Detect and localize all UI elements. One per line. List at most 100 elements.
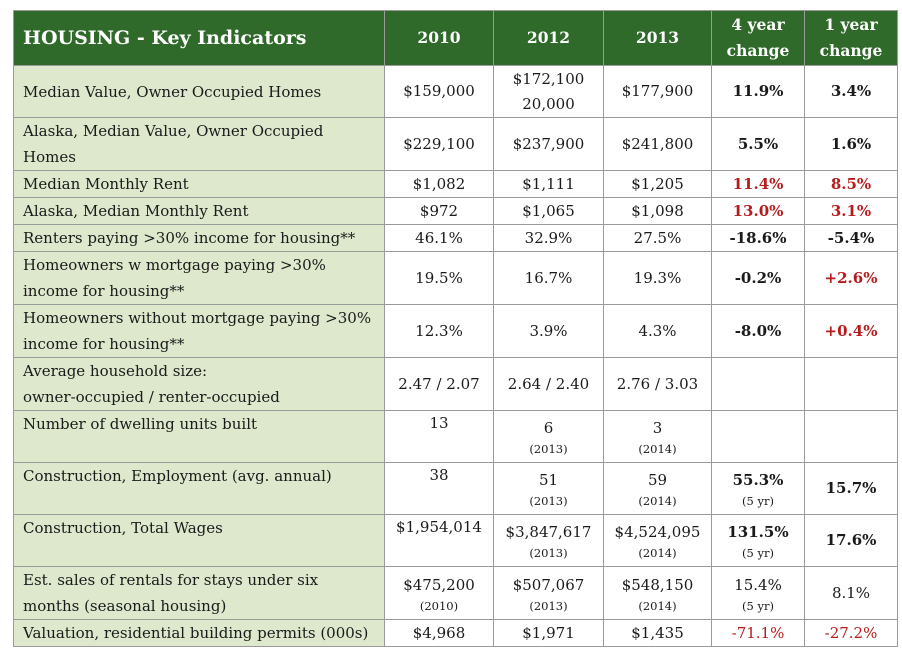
table-row: Est. sales of rentals for stays under si… [13, 566, 898, 620]
change-1yr: 17.6% [804, 514, 898, 567]
change-4yr-period: (5 yr) [742, 598, 774, 613]
value-2012: 6 (2013) [493, 410, 604, 463]
change-1yr: 15.7% [804, 462, 898, 515]
change-1yr: -27.2% [804, 619, 898, 647]
header-2013: 2013 [603, 10, 712, 66]
value-2013-year: (2014) [638, 442, 677, 456]
value-2010: 12.3% [384, 304, 494, 358]
change-1yr: 8.5% [804, 170, 898, 198]
housing-key-indicators-table: HOUSING - Key Indicators 2010 2012 2013 … [13, 10, 898, 647]
row-label-line1: Average household size: [23, 362, 208, 380]
value-2012-line2: 20,000 [522, 94, 575, 113]
value-2013-main: 3 [652, 419, 663, 437]
value-2013: $1,435 [603, 619, 712, 647]
change-1yr [804, 410, 898, 463]
value-2010: $229,100 [384, 117, 494, 171]
row-label: Homeowners w mortgage paying >30% income… [13, 251, 385, 305]
value-2010: 13 [384, 410, 494, 463]
value-2013: $4,524,095 (2014) [603, 514, 712, 567]
table-row: Median Monthly Rent $1,082 $1,111 $1,205… [13, 170, 898, 198]
table-row: Number of dwelling units built 13 6 (201… [13, 410, 898, 463]
change-4yr: 13.0% [711, 197, 805, 225]
value-2013: $1,098 [603, 197, 712, 225]
table-row: Alaska, Median Monthly Rent $972 $1,065 … [13, 197, 898, 225]
value-2012-year: (2013) [529, 598, 568, 613]
table-row: Homeowners w mortgage paying >30% income… [13, 251, 898, 305]
value-2013: $1,205 [603, 170, 712, 198]
value-2010: $475,200 (2010) [384, 566, 494, 620]
value-2012: 16.7% [493, 251, 604, 305]
value-2012-year: (2013) [529, 442, 568, 456]
change-4yr: -8.0% [711, 304, 805, 358]
row-label-line2: owner-occupied / renter-occupied [23, 388, 280, 406]
value-2012: $507,067 (2013) [493, 566, 604, 620]
value-2013-main: 59 [647, 471, 668, 489]
header-2012: 2012 [493, 10, 604, 66]
value-2010: 38 [384, 462, 494, 515]
change-4yr: 55.3% (5 yr) [711, 462, 805, 515]
value-2010: $159,000 [384, 65, 494, 118]
table-row: Homeowners without mortgage paying >30% … [13, 304, 898, 358]
change-1yr: -5.4% [804, 224, 898, 252]
value-2010: $1,954,014 [384, 514, 494, 567]
header-1yr-line2: change [819, 41, 883, 60]
header-1yr-line1: 1 year [824, 15, 878, 34]
value-2012: 2.64 / 2.40 [493, 357, 604, 411]
table-row: Average household size: owner-occupied /… [13, 357, 898, 411]
row-label: Renters paying >30% income for housing** [13, 224, 385, 252]
value-2012: 32.9% [493, 224, 604, 252]
value-2013: 59 (2014) [603, 462, 712, 515]
change-4yr: 131.5% (5 yr) [711, 514, 805, 567]
row-label: Median Monthly Rent [13, 170, 385, 198]
change-1yr: 3.4% [804, 65, 898, 118]
value-2010-main: $475,200 [403, 575, 475, 594]
value-2013: $241,800 [603, 117, 712, 171]
change-4yr: 11.4% [711, 170, 805, 198]
change-1yr: 8.1% [804, 566, 898, 620]
header-2010: 2010 [384, 10, 494, 66]
value-2013: 27.5% [603, 224, 712, 252]
header-4yr-line2: change [726, 41, 790, 60]
change-1yr: +0.4% [804, 304, 898, 358]
header-row: HOUSING - Key Indicators 2010 2012 2013 … [13, 10, 898, 66]
table-row: Construction, Total Wages $1,954,014 $3,… [13, 514, 898, 567]
value-2013: $177,900 [603, 65, 712, 118]
value-2013-main: $548,150 [621, 575, 694, 594]
change-4yr-period: (5 yr) [742, 494, 774, 508]
change-1yr: +2.6% [804, 251, 898, 305]
value-2012: $237,900 [493, 117, 604, 171]
value-2012: $1,065 [493, 197, 604, 225]
value-2013: 19.3% [603, 251, 712, 305]
header-1-year-change: 1 year change [804, 10, 898, 66]
change-4yr: 5.5% [711, 117, 805, 171]
value-2013: 4.3% [603, 304, 712, 358]
change-4yr: -71.1% [711, 619, 805, 647]
value-2012-year: (2013) [529, 494, 568, 508]
value-2010: $972 [384, 197, 494, 225]
row-label: Construction, Employment (avg. annual) [13, 462, 385, 515]
value-2012: $1,111 [493, 170, 604, 198]
value-2010-year: (2010) [419, 598, 459, 613]
value-2012-main: 51 [538, 471, 559, 489]
value-2013-year: (2014) [638, 494, 677, 508]
row-label: Valuation, residential building permits … [13, 619, 385, 647]
row-label: Construction, Total Wages [13, 514, 385, 567]
value-2013: 2.76 / 3.03 [603, 357, 712, 411]
housing-table-container: HOUSING - Key Indicators 2010 2012 2013 … [13, 10, 898, 647]
value-2012: $172,100 20,000 [493, 65, 604, 118]
value-2012: $3,847,617 (2013) [493, 514, 604, 567]
value-2010: 19.5% [384, 251, 494, 305]
value-2013-year: (2014) [638, 598, 677, 613]
row-label: Median Value, Owner Occupied Homes [13, 65, 385, 118]
header-4yr-line1: 4 year [731, 15, 785, 34]
change-1yr: 3.1% [804, 197, 898, 225]
value-2012-year: (2013) [529, 546, 568, 560]
change-4yr-main: 131.5% [727, 523, 789, 541]
value-2012-line1: $172,100 [512, 69, 585, 88]
value-2012-main: 6 [543, 419, 554, 437]
table-row: Alaska, Median Value, Owner Occupied Hom… [13, 117, 898, 171]
change-1yr [804, 357, 898, 411]
value-2012-main: $3,847,617 [505, 523, 592, 541]
change-1yr: 1.6% [804, 117, 898, 171]
value-2010: 46.1% [384, 224, 494, 252]
